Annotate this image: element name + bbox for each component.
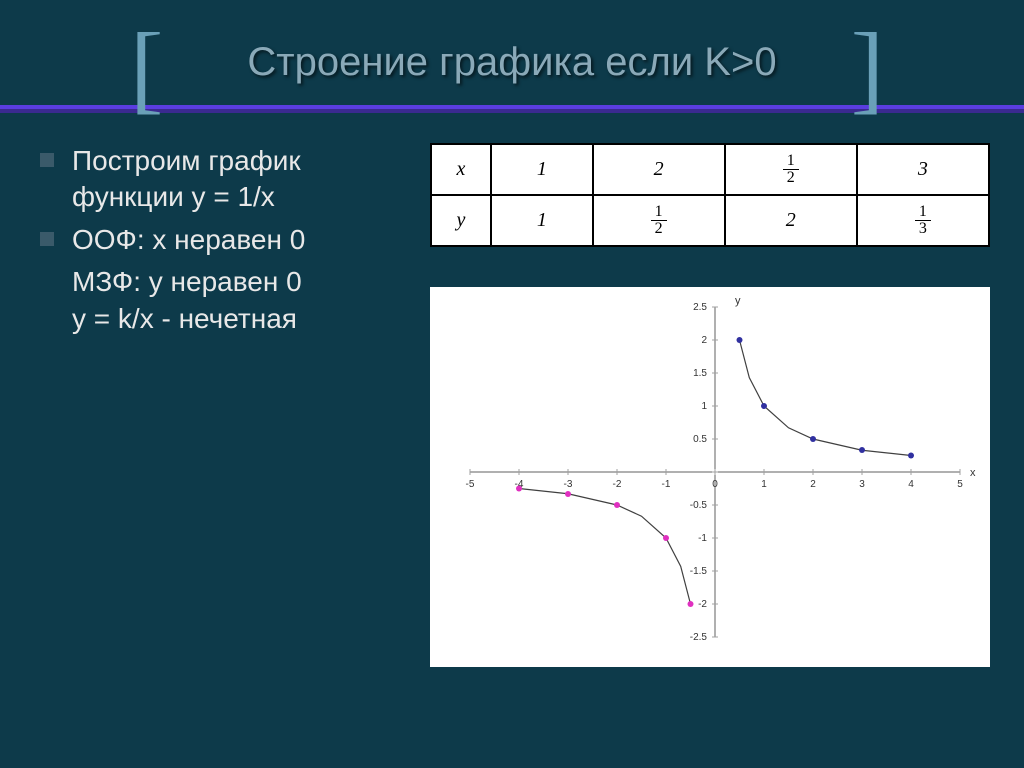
indented-line: МЗФ: y неравен 0	[72, 264, 400, 300]
svg-text:-2: -2	[698, 599, 707, 610]
table-row: x 1 2 12 3	[431, 144, 989, 195]
table-cell: y	[431, 195, 491, 246]
svg-text:-0.5: -0.5	[690, 500, 708, 511]
svg-text:x: x	[970, 467, 976, 479]
table-row: y 1 12 2 13	[431, 195, 989, 246]
slide-title: Строение графика если K>0	[217, 30, 806, 95]
svg-text:y: y	[735, 295, 741, 307]
table-cell: 1	[491, 144, 593, 195]
indented-line: y = k/x - нечетная	[72, 301, 400, 337]
table-cell: x	[431, 144, 491, 195]
svg-text:-1: -1	[662, 479, 671, 490]
table-cell: 3	[857, 144, 989, 195]
svg-text:-3: -3	[564, 479, 573, 490]
hyperbola-chart: -5-4-3-2-1012345-2.5-2-1.5-1-0.50.511.52…	[430, 287, 990, 667]
svg-text:2.5: 2.5	[693, 302, 707, 313]
svg-text:-2: -2	[613, 479, 622, 490]
bullet-text: Построим график функции y = 1/x	[72, 143, 400, 216]
bracket-right-icon: ]	[851, 10, 884, 125]
bracket-left-icon: [	[130, 10, 163, 125]
svg-text:1: 1	[701, 401, 707, 412]
value-table: x 1 2 12 3 y 1 12 2 13	[430, 143, 990, 247]
bullet-item: ООФ: x неравен 0	[40, 222, 400, 258]
table-cell: 12	[593, 195, 725, 246]
svg-text:2: 2	[701, 335, 707, 346]
svg-text:0: 0	[712, 479, 718, 490]
visual-column: x 1 2 12 3 y 1 12 2 13 -5-4-3-2-1012345-…	[430, 143, 990, 667]
svg-text:-5: -5	[466, 479, 475, 490]
svg-text:1: 1	[761, 479, 767, 490]
bullet-marker-icon	[40, 153, 54, 167]
text-column: Построим график функции y = 1/x ООФ: x н…	[40, 143, 400, 667]
bullet-text: ООФ: x неравен 0	[72, 222, 305, 258]
slide: [ Строение графика если K>0 ] Построим г…	[0, 0, 1024, 768]
svg-text:2: 2	[810, 479, 816, 490]
svg-text:5: 5	[957, 479, 963, 490]
svg-text:-2.5: -2.5	[690, 632, 708, 643]
svg-text:-1: -1	[698, 533, 707, 544]
svg-text:3: 3	[859, 479, 865, 490]
svg-text:1.5: 1.5	[693, 368, 707, 379]
table-cell: 2	[593, 144, 725, 195]
title-container: [ Строение графика если K>0 ]	[40, 30, 984, 95]
table-cell: 13	[857, 195, 989, 246]
bullet-item: Построим график функции y = 1/x	[40, 143, 400, 216]
table-cell: 2	[725, 195, 857, 246]
svg-text:-1.5: -1.5	[690, 566, 708, 577]
bullet-marker-icon	[40, 232, 54, 246]
content-row: Построим график функции y = 1/x ООФ: x н…	[40, 143, 984, 667]
table-cell: 1	[491, 195, 593, 246]
svg-text:0.5: 0.5	[693, 434, 707, 445]
table-cell: 12	[725, 144, 857, 195]
svg-text:4: 4	[908, 479, 914, 490]
